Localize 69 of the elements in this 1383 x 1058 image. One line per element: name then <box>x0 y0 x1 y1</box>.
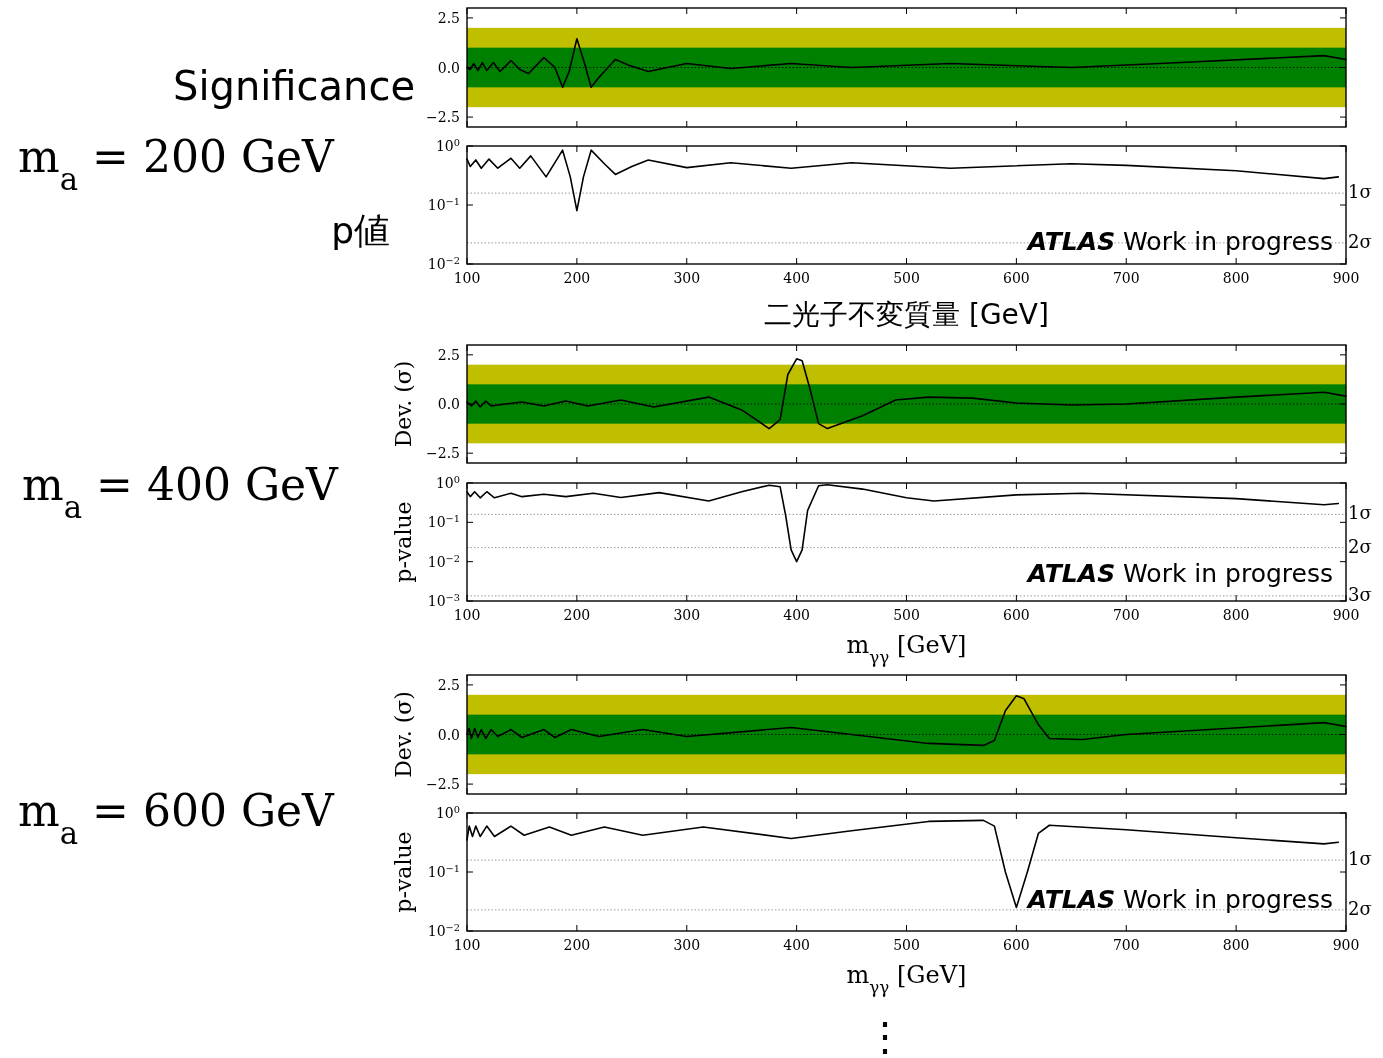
x-tick-label: 800 <box>1222 607 1250 623</box>
y-tick-label: 10$^{0}$ <box>435 136 460 154</box>
x-tick-label: 700 <box>1112 270 1140 286</box>
x-tick-label: 500 <box>893 937 920 953</box>
ref-line-label: 1σ <box>1348 848 1372 870</box>
x-tick-label: 300 <box>673 270 701 286</box>
y-tick-label: 10$^{−3}$ <box>427 591 460 609</box>
y-tick-label: 0.0 <box>437 59 460 76</box>
y-tick-label: −2.5 <box>426 776 460 793</box>
y-tick-label: 10$^{−1}$ <box>427 862 460 880</box>
y-tick-label: 10$^{−1}$ <box>427 195 460 213</box>
annotation: ATLAS Work in progress <box>1025 227 1333 256</box>
y-tick-label: 10$^{−2}$ <box>427 552 460 570</box>
x-tick-label: 100 <box>453 270 481 286</box>
annotation: ATLAS Work in progress <box>1025 559 1333 588</box>
text: m$_{a}$ = 200 GeV <box>18 131 336 197</box>
y-tick-label: 0.0 <box>437 726 460 743</box>
text: ⋮ <box>865 1013 905 1058</box>
y-tick-label: −2.5 <box>426 109 460 126</box>
x-tick-label: 700 <box>1112 937 1140 953</box>
x-tick-label: 400 <box>783 937 810 953</box>
y-axis-title: p-value <box>391 501 416 583</box>
x-tick-label: 100 <box>453 937 481 953</box>
x-tick-label: 400 <box>783 607 810 623</box>
x-tick-label: 800 <box>1222 270 1250 286</box>
y-tick-label: 2.5 <box>437 676 460 693</box>
x-tick-label: 400 <box>783 270 810 286</box>
x-tick-label: 900 <box>1332 607 1360 623</box>
x-tick-label: 700 <box>1112 607 1140 623</box>
text: p値 <box>331 210 390 251</box>
y-tick-label: 2.5 <box>437 346 460 363</box>
x-tick-label: 600 <box>1003 270 1030 286</box>
x-tick-label: 600 <box>1003 937 1030 953</box>
y-tick-label: 0.0 <box>437 396 460 412</box>
text: m$_{a}$ = 400 GeV <box>22 459 340 525</box>
text: Significance <box>172 63 415 109</box>
x-tick-label: 800 <box>1222 937 1250 953</box>
y-tick-label: 10$^{0}$ <box>435 803 460 821</box>
x-axis-title: m$_{γγ}$ [GeV] <box>846 961 967 997</box>
x-axis-title: 二光子不変質量 [GeV] <box>764 298 1049 331</box>
x-tick-label: 600 <box>1003 607 1030 623</box>
y-tick-label: 10$^{−1}$ <box>427 512 460 531</box>
y-tick-label: −2.5 <box>426 445 460 462</box>
ref-line-label: 1σ <box>1348 502 1372 524</box>
y-tick-label: 10$^{−2}$ <box>427 921 460 939</box>
annotation: ATLAS Work in progress <box>1025 885 1333 914</box>
x-tick-label: 200 <box>563 270 591 286</box>
x-tick-label: 200 <box>563 607 591 623</box>
x-tick-label: 900 <box>1332 937 1360 953</box>
x-tick-label: 300 <box>673 937 701 953</box>
x-tick-label: 500 <box>893 607 920 623</box>
ref-line-label: 2σ <box>1348 897 1372 919</box>
x-tick-label: 500 <box>893 270 920 286</box>
y-tick-label: 2.5 <box>437 9 460 26</box>
y-tick-label: 10$^{−2}$ <box>427 254 460 272</box>
x-tick-label: 100 <box>453 607 481 623</box>
y-axis-title: Dev. (σ) <box>391 691 416 778</box>
x-tick-label: 900 <box>1332 270 1360 286</box>
x-axis-title: m$_{γγ}$ [GeV] <box>846 631 967 667</box>
y-axis-title: p-value <box>391 831 416 913</box>
ref-line-label: 2σ <box>1348 230 1372 252</box>
x-tick-label: 200 <box>563 937 591 953</box>
x-tick-label: 300 <box>673 607 701 623</box>
ref-line-label: 2σ <box>1348 535 1372 557</box>
ref-line-label: 3σ <box>1348 583 1372 605</box>
ref-line-label: 1σ <box>1348 181 1372 203</box>
y-axis-title: Dev. (σ) <box>391 360 416 448</box>
text: m$_{a}$ = 600 GeV <box>18 785 336 851</box>
y-tick-label: 10$^{0}$ <box>435 473 460 491</box>
